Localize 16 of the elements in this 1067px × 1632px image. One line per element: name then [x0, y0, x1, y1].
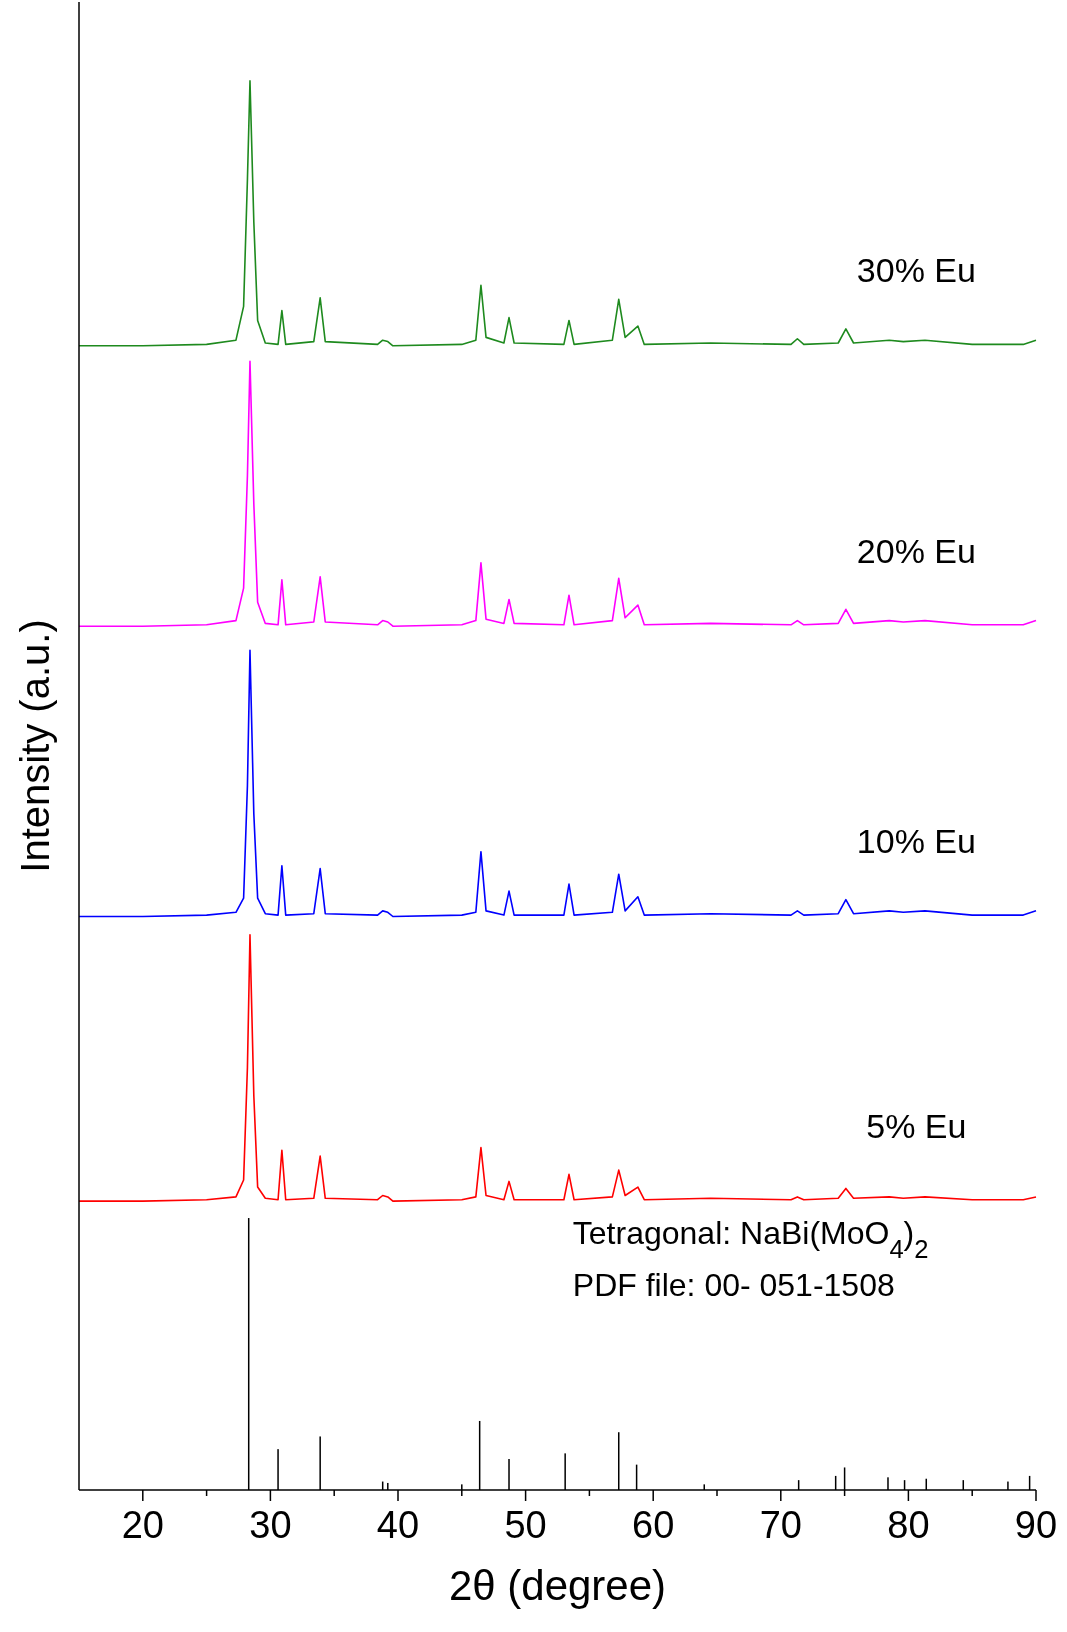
x-axis-title: 2θ (degree) [448, 1562, 667, 1609]
series-label: 20% Eu [856, 531, 976, 570]
series-label: 10% Eu [856, 822, 976, 861]
y-axis-title: Intensity (a.u.) [13, 619, 57, 873]
x-tick-label: 60 [632, 1504, 675, 1546]
annotation: Tetragonal: NaBi(MoO$_{4}$)$_{2}$ [572, 1215, 929, 1263]
series-label: 5% Eu [866, 1106, 967, 1145]
x-tick-label: 80 [887, 1504, 930, 1546]
x-tick-label: 70 [759, 1504, 802, 1546]
annotation: PDF file: 00- 051-1508 [572, 1267, 895, 1303]
x-tick-label: 50 [504, 1504, 547, 1546]
x-tick-label: 20 [121, 1504, 164, 1546]
x-tick-label: 40 [376, 1504, 420, 1546]
x-tick-label: 90 [1014, 1504, 1058, 1546]
x-tick-label: 30 [249, 1504, 292, 1546]
series-label: 30% Eu [856, 251, 976, 290]
